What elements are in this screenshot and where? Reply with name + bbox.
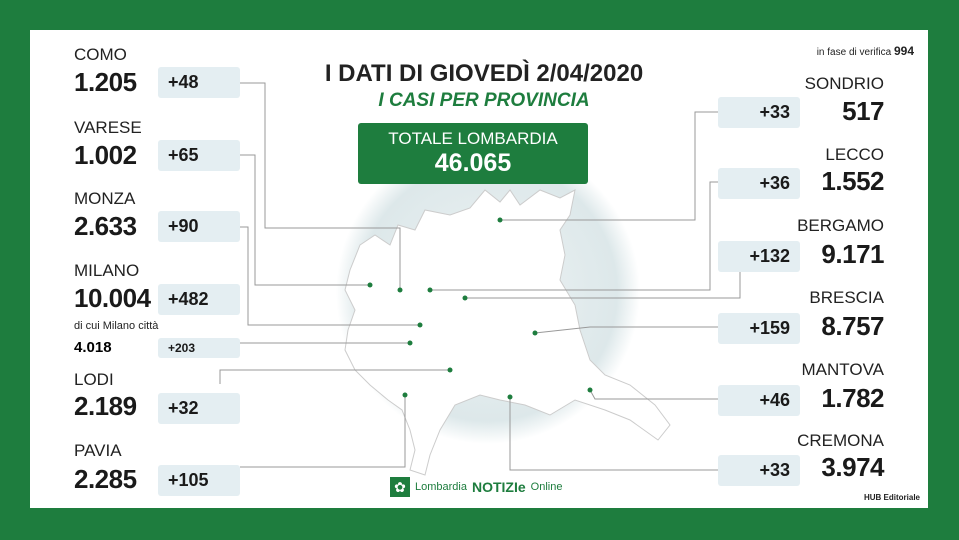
province-name: COMO: [74, 45, 127, 64]
map-graphic: [219, 82, 800, 476]
infographic-panel: in fase di verifica 994 I DATI DI GIOVED…: [30, 30, 928, 508]
province-delta: +159: [718, 313, 800, 344]
lombardia-notizie-logo: ✿ Lombardia NOTIZIe Online: [390, 477, 562, 497]
lombardia-map-shape: [344, 189, 671, 476]
page-title: I DATI DI GIOVEDÌ 2/04/2020: [324, 60, 644, 87]
province-name: CREMONA: [797, 431, 884, 450]
province-delta: +33: [718, 455, 800, 486]
province-name: BRESCIA: [809, 288, 884, 307]
province-total: 1.205: [74, 67, 137, 97]
province-delta: +36: [718, 168, 800, 199]
province-delta: +48: [158, 67, 240, 98]
province-total: 9.171: [821, 239, 884, 269]
province-delta: +105: [158, 465, 240, 496]
province-name: LODI: [74, 370, 114, 389]
province-name: PAVIA: [74, 441, 122, 460]
logo-text-online: Online: [530, 481, 563, 493]
province-name: MILANO: [74, 261, 140, 280]
province-total: 517: [842, 96, 884, 126]
total-value: 46.065: [434, 149, 512, 177]
province-name: VARESE: [74, 118, 142, 137]
province-total: 10.004: [74, 283, 151, 313]
province-delta: +65: [158, 140, 240, 171]
total-box: TOTALE LOMBARDIA 46.065: [358, 123, 588, 184]
province-total: 2.285: [74, 464, 137, 494]
province-name: MONZA: [74, 189, 136, 208]
province-delta: +46: [718, 385, 800, 416]
milano-city-delta: +203: [158, 338, 240, 358]
province-name: MANTOVA: [801, 360, 885, 379]
province-delta: +132: [718, 241, 800, 272]
province-total: 3.974: [821, 452, 884, 482]
page-subtitle: I CASI PER PROVINCIA: [378, 90, 590, 111]
province-total: 1.002: [74, 140, 137, 170]
logo-flower-icon: ✿: [390, 477, 410, 497]
total-label: TOTALE LOMBARDIA: [388, 129, 558, 148]
province-delta: +33: [718, 97, 800, 128]
province-total: 8.757: [821, 311, 884, 341]
milano-city-label: di cui Milano città: [74, 320, 159, 332]
province-total: 1.552: [821, 166, 884, 196]
province-delta: +482: [158, 284, 240, 315]
province-total: 2.633: [74, 211, 137, 241]
milano-city-total: 4.018: [74, 339, 112, 356]
province-name: BERGAMO: [797, 216, 884, 235]
province-dots: [367, 217, 593, 400]
province-name: SONDRIO: [804, 74, 884, 93]
verification-note: in fase di verifica 994: [817, 44, 914, 58]
province-name: LECCO: [825, 145, 884, 164]
credit: HUB Editoriale: [863, 493, 920, 502]
province-total: 1.782: [821, 383, 884, 413]
province-total: 2.189: [74, 391, 137, 421]
logo-text-notizie: NOTIZIe: [471, 479, 526, 495]
province-delta: +90: [158, 211, 240, 242]
logo-text-lombardia: Lombardia: [415, 481, 467, 493]
verify-label: in fase di verifica: [816, 47, 892, 58]
verify-value: 994: [893, 44, 914, 58]
province-delta: +32: [158, 393, 240, 424]
